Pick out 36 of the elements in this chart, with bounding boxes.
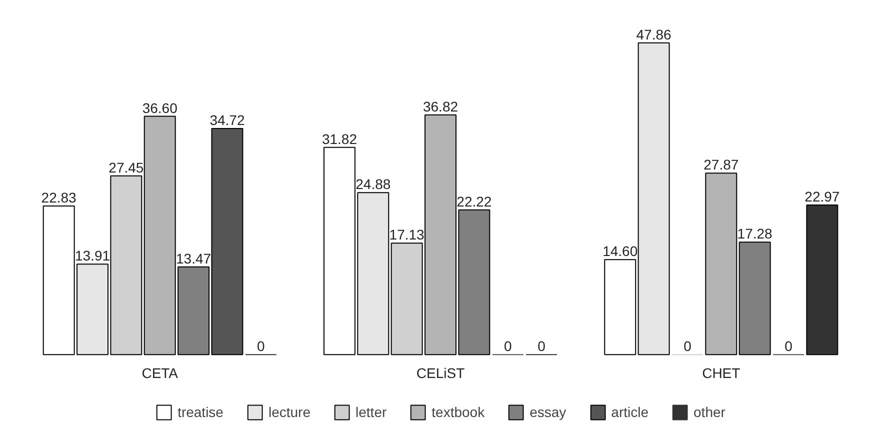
bar xyxy=(738,242,771,356)
data-label: 0 xyxy=(538,338,546,354)
data-label: 22.83 xyxy=(41,189,77,206)
legend-label: other xyxy=(694,404,726,420)
bar xyxy=(638,42,670,356)
x-tick-label: CETA xyxy=(142,365,179,382)
bar xyxy=(705,172,738,356)
legend-label: lecture xyxy=(268,404,311,420)
data-label: 17.13 xyxy=(389,226,425,243)
legend-label: essay xyxy=(530,404,566,420)
data-label: 22.97 xyxy=(804,188,840,205)
data-label: 31.82 xyxy=(322,130,358,147)
legend-label: textbook xyxy=(432,404,485,420)
data-label: 0 xyxy=(256,338,265,354)
data-label: 27.45 xyxy=(108,159,144,176)
data-label: 24.88 xyxy=(356,176,391,192)
data-label: 17.28 xyxy=(737,226,773,242)
legend-label: treatise xyxy=(178,404,224,420)
data-label: 22.22 xyxy=(456,193,492,210)
data-label: 0 xyxy=(784,338,793,354)
data-label: 13.91 xyxy=(74,248,110,264)
data-label: 13.47 xyxy=(176,250,212,266)
data-label: 0 xyxy=(684,338,692,354)
bar xyxy=(604,259,636,356)
legend-label: letter xyxy=(356,404,387,420)
x-tick-label: CHET xyxy=(702,365,741,382)
data-label: 34.72 xyxy=(210,112,245,128)
data-label: 47.86 xyxy=(636,26,672,42)
data-label: 0 xyxy=(504,338,512,354)
data-label: 14.60 xyxy=(602,243,638,260)
legend-label: article xyxy=(611,404,649,420)
data-label: 27.87 xyxy=(704,156,739,173)
data-label: 36.60 xyxy=(142,100,178,116)
data-label: 36.82 xyxy=(422,98,458,114)
x-tick-label: CELiST xyxy=(416,365,466,382)
bar xyxy=(806,204,838,356)
